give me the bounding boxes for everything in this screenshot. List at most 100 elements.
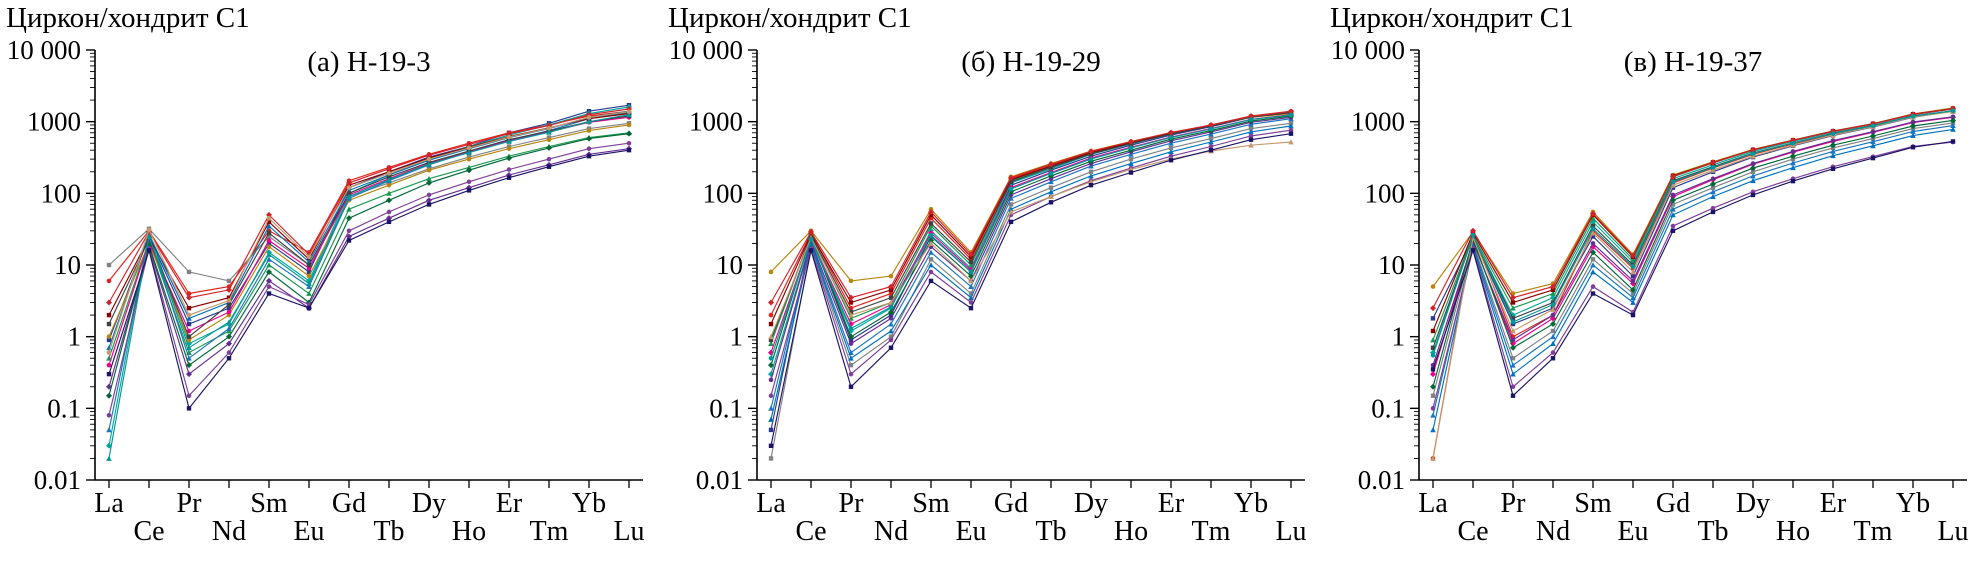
- series-marker: [1288, 112, 1294, 118]
- series-marker: [266, 238, 272, 243]
- series-marker: [888, 334, 894, 339]
- series-marker: [226, 340, 232, 347]
- series-marker: [106, 412, 112, 418]
- series-line: [108, 133, 630, 396]
- series-marker: [1950, 117, 1956, 124]
- series-marker: [1750, 173, 1756, 179]
- y-tick-label: 100: [1365, 178, 1406, 208]
- series-line: [1432, 116, 1954, 375]
- series-marker: [1510, 319, 1516, 325]
- series-marker: [1670, 182, 1676, 188]
- series-marker: [888, 287, 894, 293]
- series-marker: [1288, 123, 1294, 129]
- series-marker: [1550, 302, 1556, 307]
- x-tick-label: Ce: [795, 516, 826, 547]
- series-marker: [1550, 312, 1556, 318]
- series-line: [108, 132, 630, 359]
- series-marker: [1590, 262, 1596, 268]
- x-tick-label: Lu: [1275, 516, 1306, 547]
- series-marker: [1710, 209, 1716, 215]
- series-marker: [1510, 393, 1516, 398]
- series-marker: [1670, 197, 1676, 204]
- y-tick-label: 10: [54, 250, 81, 280]
- series-marker: [186, 305, 192, 311]
- x-tick-label: Tm: [530, 516, 569, 547]
- series-marker: [1950, 122, 1956, 129]
- series-marker: [1550, 290, 1556, 296]
- series-marker: [1950, 108, 1956, 114]
- series-marker: [386, 190, 392, 196]
- series-marker: [106, 278, 112, 284]
- series-marker: [1008, 209, 1014, 215]
- series-marker: [226, 333, 232, 340]
- series-marker: [1710, 167, 1716, 173]
- series-marker: [1790, 164, 1796, 171]
- series-line: [108, 110, 630, 348]
- series-marker: [626, 130, 632, 137]
- series-marker: [626, 109, 632, 114]
- series-marker: [506, 175, 512, 180]
- x-tick-label: Dy: [412, 488, 446, 519]
- series-marker: [1430, 406, 1436, 411]
- series-marker: [1088, 148, 1094, 155]
- series-marker: [1128, 156, 1134, 162]
- series-line: [770, 111, 1292, 431]
- series-marker: [1048, 189, 1054, 195]
- series-line: [108, 124, 630, 341]
- series-marker: [1248, 133, 1254, 139]
- x-tick-label: Sm: [250, 488, 288, 519]
- series-marker: [1630, 291, 1636, 296]
- x-tick-label: Nd: [1536, 516, 1570, 547]
- series-marker: [386, 165, 392, 172]
- x-tick-label: Eu: [955, 516, 986, 547]
- x-tick-label: Tb: [1035, 516, 1066, 547]
- series-marker: [426, 179, 432, 186]
- series-marker: [1790, 153, 1796, 160]
- y-axis-title-a: Циркон/хондрит С1: [6, 2, 250, 34]
- series-line: [108, 142, 630, 416]
- series-marker: [1470, 227, 1476, 234]
- series-marker: [1510, 362, 1516, 368]
- x-tick-label: La: [1418, 488, 1448, 519]
- series-marker: [1750, 151, 1756, 156]
- series-marker: [1550, 328, 1556, 334]
- series-marker: [466, 164, 472, 170]
- series-line: [770, 114, 1292, 359]
- y-tick-label: 0.1: [709, 393, 743, 423]
- series-marker: [968, 283, 974, 289]
- series-marker: [1750, 153, 1756, 159]
- series-marker: [928, 240, 934, 246]
- series-marker: [426, 192, 432, 198]
- series-marker: [1430, 367, 1436, 372]
- series-marker: [186, 321, 192, 327]
- series-marker: [306, 305, 312, 311]
- series-marker: [1830, 131, 1836, 136]
- series-marker: [1630, 278, 1636, 284]
- series-line: [770, 112, 1292, 341]
- series-marker: [626, 140, 632, 146]
- series-marker: [1910, 145, 1916, 150]
- series-marker: [506, 146, 512, 151]
- series-marker: [1248, 137, 1254, 142]
- series-marker: [768, 456, 774, 461]
- y-axis-title-b: Циркон/хондрит С1: [668, 2, 912, 34]
- series-marker: [1870, 133, 1876, 140]
- series-marker: [1510, 294, 1516, 301]
- series-marker: [1510, 300, 1516, 305]
- series-marker: [466, 167, 472, 174]
- series-marker: [386, 209, 392, 215]
- series-marker: [1168, 135, 1174, 140]
- x-tick-label: Eu: [293, 516, 324, 547]
- series-marker: [106, 337, 112, 343]
- series-marker: [1630, 286, 1636, 293]
- series-marker: [1630, 312, 1636, 318]
- series-line: [770, 111, 1292, 303]
- series-marker: [1208, 136, 1214, 141]
- series-marker: [888, 328, 894, 334]
- x-tick-label: Dy: [1074, 488, 1108, 519]
- series-marker: [1510, 344, 1516, 351]
- series-marker: [226, 278, 232, 284]
- series-marker: [1710, 189, 1716, 195]
- x-tick-label: Er: [496, 488, 523, 519]
- y-tick-label: 10 000: [669, 35, 743, 65]
